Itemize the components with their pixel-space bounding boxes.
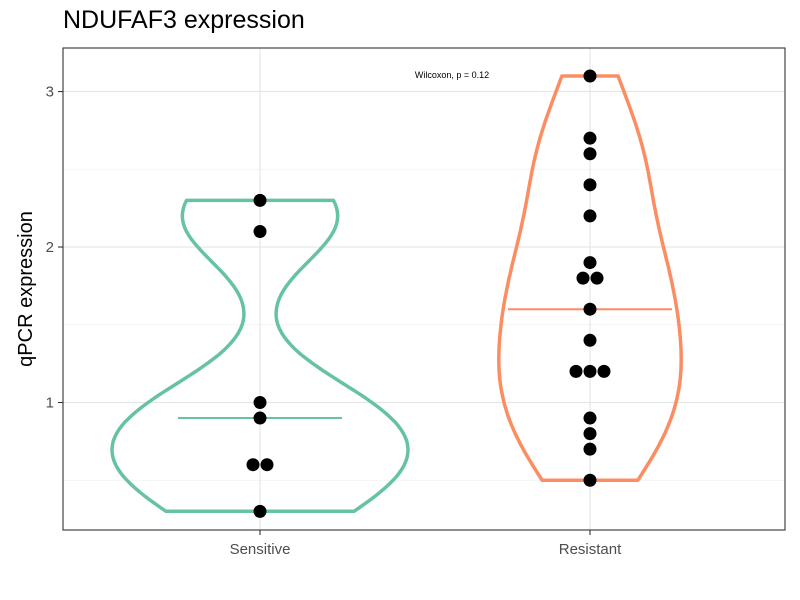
data-point-resistant (590, 271, 604, 285)
axes: 1 2 3 Sensitive Resistant (46, 84, 622, 558)
data-point-resistant (583, 69, 597, 83)
y-axis-title: qPCR expression (15, 211, 37, 367)
data-point-resistant (583, 333, 597, 347)
data-point-resistant (583, 473, 597, 487)
panel-border (62, 47, 786, 531)
data-point-sensitive (246, 458, 260, 472)
data-point-sensitive (253, 504, 267, 518)
data-point-sensitive (253, 193, 267, 207)
data-point-resistant (583, 364, 597, 378)
data-point-resistant (576, 271, 590, 285)
data-point-resistant (583, 256, 597, 270)
data-point-resistant (583, 302, 597, 316)
chart-title: NDUFAF3 expression (63, 6, 305, 34)
data-point-resistant (583, 131, 597, 145)
data-point-resistant (583, 178, 597, 192)
data-point-resistant (583, 427, 597, 441)
data-point-resistant (583, 147, 597, 161)
y-tick-label: 1 (46, 395, 54, 412)
panel-background (63, 48, 785, 530)
data-points (246, 69, 611, 518)
data-point-resistant (583, 411, 597, 425)
data-point-sensitive (253, 396, 267, 410)
data-point-resistant (583, 209, 597, 223)
data-point-resistant (583, 442, 597, 456)
grid-lines (63, 48, 785, 530)
data-point-sensitive (253, 411, 267, 425)
y-tick-label: 3 (46, 84, 54, 101)
wilcoxon-annotation: Wilcoxon, p = 0.12 (415, 70, 489, 80)
data-point-sensitive (260, 458, 274, 472)
y-tick-label: 2 (46, 239, 54, 256)
violin-sensitive (110, 198, 410, 514)
data-point-resistant (569, 364, 583, 378)
violins (110, 74, 683, 514)
x-tick-label: Resistant (559, 541, 622, 558)
data-point-sensitive (253, 224, 267, 238)
data-point-resistant (597, 364, 611, 378)
violin-resistant (497, 74, 683, 482)
x-tick-label: Sensitive (230, 541, 291, 558)
